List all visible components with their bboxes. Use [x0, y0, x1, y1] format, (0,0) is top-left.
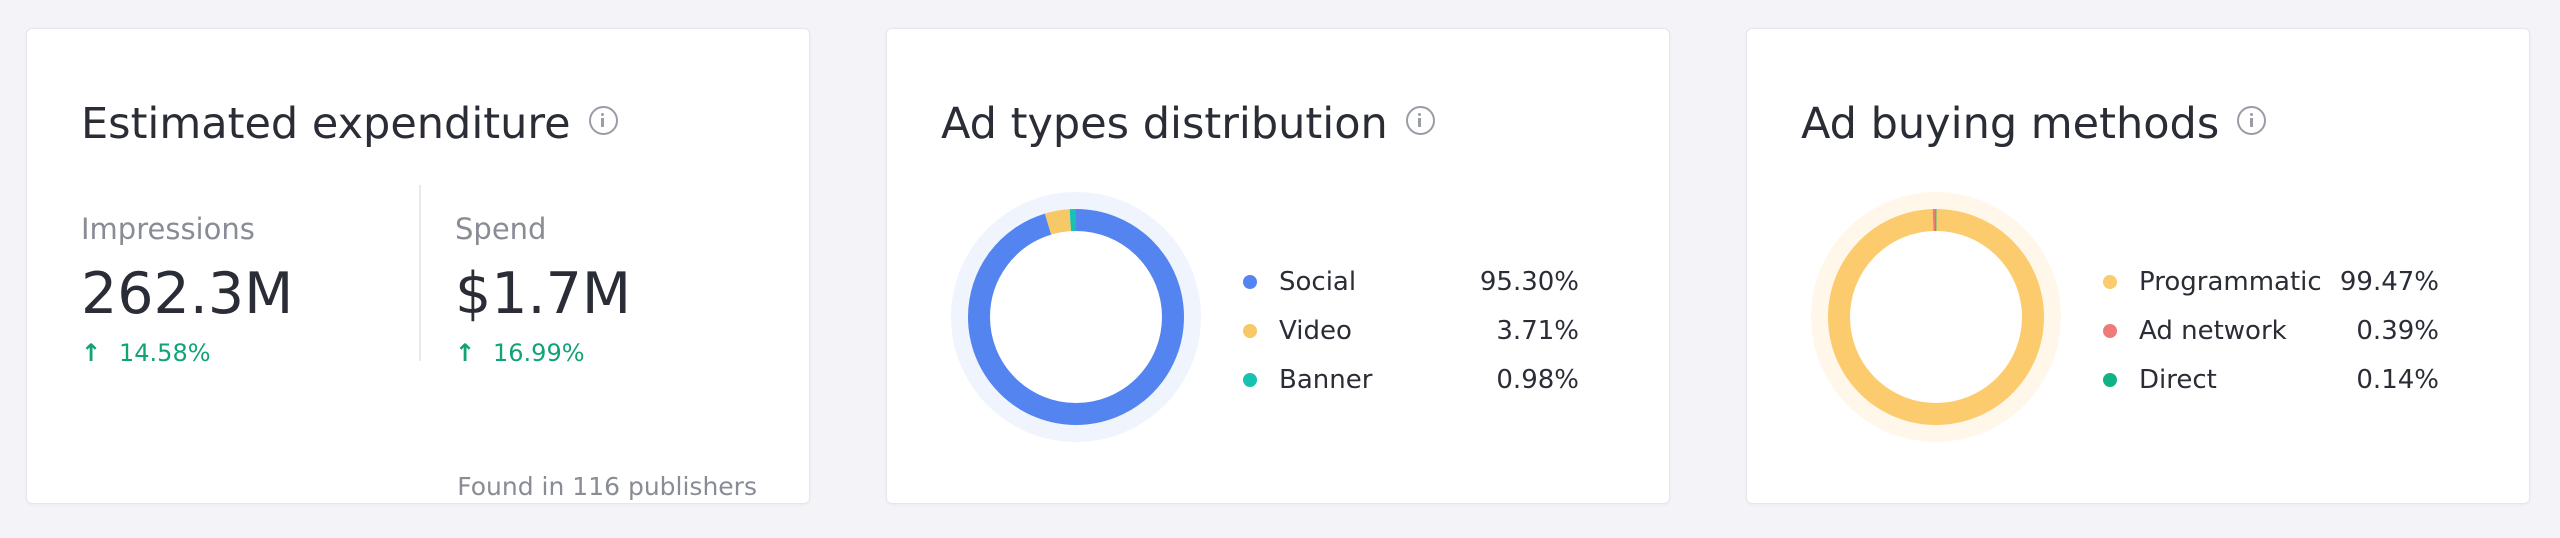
card-title: Ad buying methods [1801, 103, 2267, 146]
impressions-metric: Impressions 262.3M ↑ 14.58% [81, 212, 294, 367]
legend-item-ad-network[interactable]: Ad network 0.39% [2103, 316, 2439, 365]
card-title: Ad types distribution [941, 103, 1435, 146]
ad-buying-methods-card: Ad buying methods Programmatic 99.47% Ad… [1746, 28, 2530, 504]
legend-dot [2103, 373, 2117, 387]
donut-segment-banner[interactable] [968, 209, 1184, 425]
spend-value: $1.7M [455, 261, 632, 327]
legend-item-banner[interactable]: Banner 0.98% [1243, 365, 1579, 414]
info-icon[interactable] [2237, 106, 2267, 135]
legend-dot [1243, 373, 1257, 387]
ad-types-donut-chart [951, 192, 1201, 442]
estimated-expenditure-card: Estimated expenditure Impressions 262.3M… [26, 28, 810, 504]
legend-dot [1243, 324, 1257, 338]
legend-item-social[interactable]: Social 95.30% [1243, 267, 1579, 316]
arrow-up-icon: ↑ [455, 339, 476, 367]
info-icon[interactable] [1405, 106, 1435, 135]
ad-types-legend: Social 95.30% Video 3.71% Banner 0.98% [1243, 267, 1579, 414]
ad-buying-methods-donut-chart [1811, 192, 2061, 442]
arrow-up-icon: ↑ [81, 339, 102, 367]
donut-hole [979, 220, 1173, 414]
card-title: Estimated expenditure [81, 103, 618, 146]
legend-item-video[interactable]: Video 3.71% [1243, 316, 1579, 365]
impressions-label: Impressions [81, 212, 255, 246]
spend-label: Spend [455, 212, 547, 246]
donut-segment-direct[interactable] [1828, 209, 2044, 425]
impressions-value: 262.3M [81, 261, 294, 327]
ad-buying-methods-legend: Programmatic 99.47% Ad network 0.39% Dir… [2103, 267, 2439, 414]
found-in-publishers: Found in 116 publishers [457, 472, 757, 501]
legend-dot [2103, 275, 2117, 289]
legend-item-programmatic[interactable]: Programmatic 99.47% [2103, 267, 2439, 316]
spend-change: ↑ 16.99% [455, 339, 585, 367]
donut-hole [1839, 220, 2033, 414]
legend-dot [2103, 324, 2117, 338]
impressions-change: ↑ 14.58% [81, 339, 211, 367]
divider [419, 185, 421, 361]
legend-item-direct[interactable]: Direct 0.14% [2103, 365, 2439, 414]
spend-metric: Spend $1.7M ↑ 16.99% [455, 212, 632, 367]
legend-dot [1243, 275, 1257, 289]
info-icon[interactable] [588, 106, 618, 135]
ad-types-distribution-card: Ad types distribution Social 95.30% Vide… [886, 28, 1670, 504]
